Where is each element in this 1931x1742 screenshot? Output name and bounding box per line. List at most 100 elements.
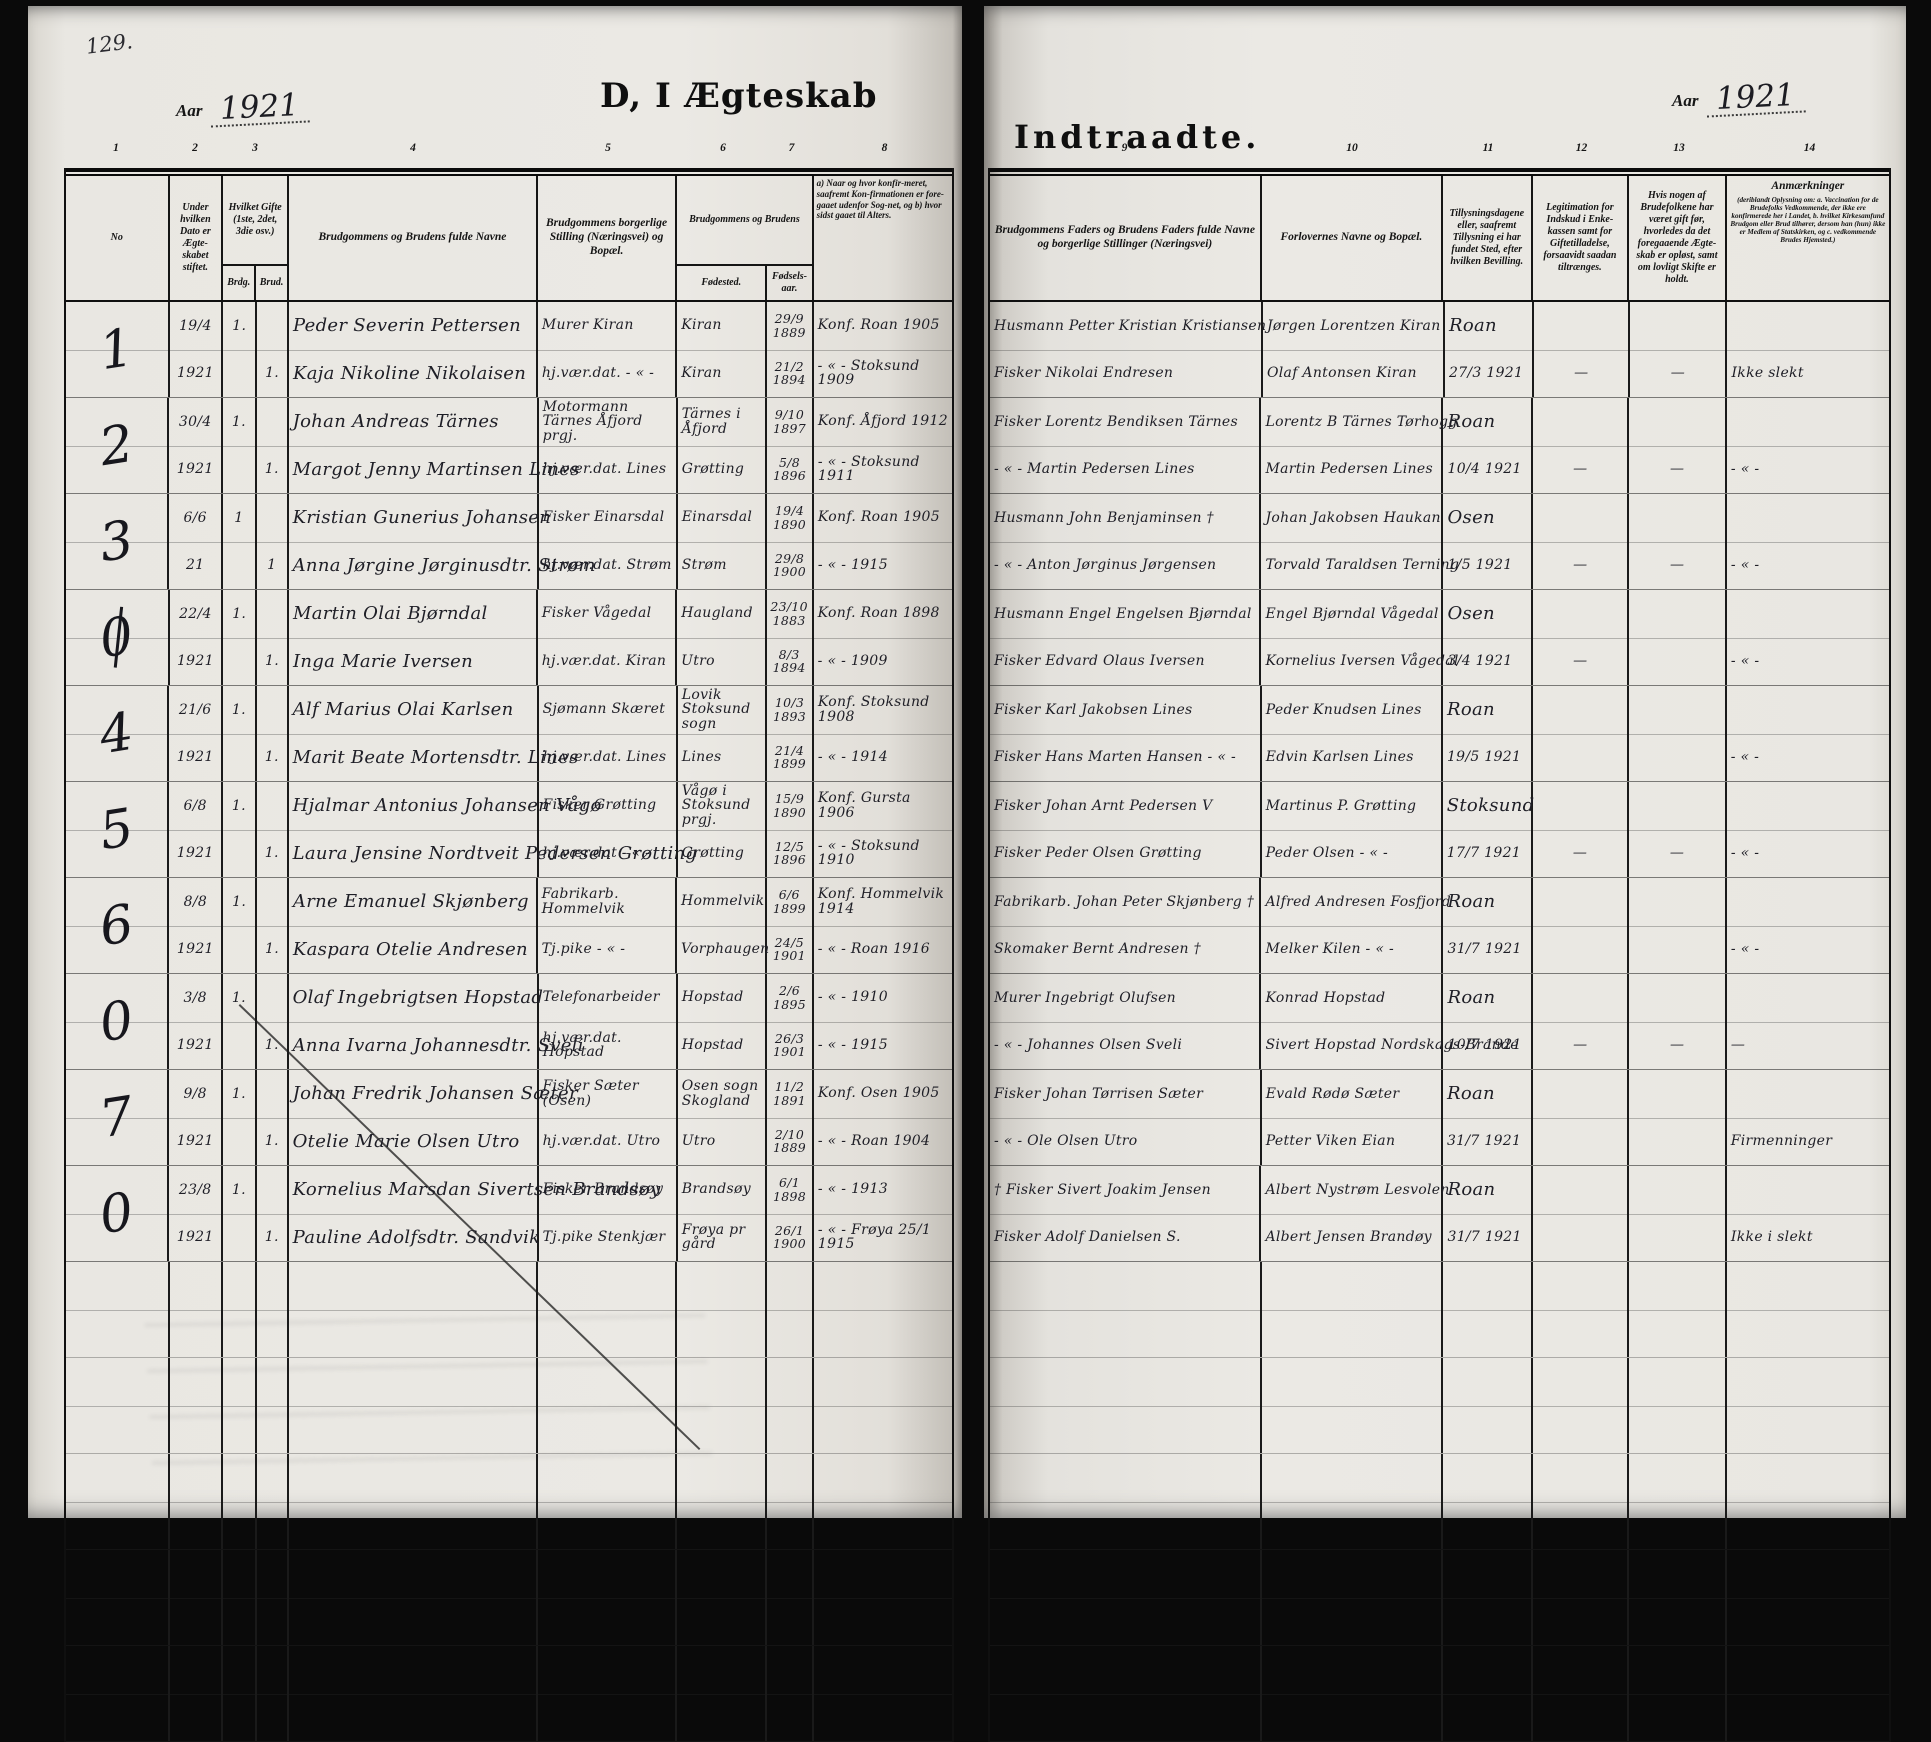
gifte-brdg: 1.: [231, 701, 246, 718]
record-number-cell: 5: [66, 782, 170, 877]
year-handwritten: 1921: [1705, 77, 1807, 118]
marriage-date-cell: [170, 1454, 224, 1549]
bride-name: Margot Jenny Martinsen Lines: [292, 458, 580, 480]
tillysning-cell: Roan 31/7 1921: [1443, 1070, 1533, 1165]
stilling-cell: [538, 1550, 678, 1645]
tillysning-cell: Osen 3/4 1921: [1443, 590, 1533, 685]
legitimation-cell: [1533, 1358, 1630, 1453]
forlover-2: [1262, 1502, 1441, 1550]
konfirmation-cell: - « - 1913 - « - Frøya 25/1 1915: [814, 1166, 952, 1261]
anmerkning-value: [1727, 1310, 1889, 1358]
previous-marriage-cell: [1629, 1550, 1727, 1645]
tillysning-cell: Roan 31/7 1921: [1443, 878, 1533, 973]
fathers-cell: [990, 1358, 1262, 1453]
marriage-date-cell: 9/8 1921: [169, 1070, 224, 1165]
anmerkning-value: [1727, 1502, 1889, 1550]
groom-name: [289, 1454, 536, 1502]
record-number-cell: 4: [66, 686, 170, 781]
fathers-cell: Fisker Johan Tørrisen Sæter - « - Ole Ol…: [990, 1070, 1262, 1165]
anmerkning-value: - « -: [1730, 653, 1760, 670]
marriage-record-row-left: 0 23/8 1921 1. 1. Kornelius Marsdan Sive…: [66, 1166, 952, 1262]
groom-father: [990, 1358, 1260, 1406]
groom-stilling: [538, 1454, 675, 1502]
gifte-brud: [257, 1310, 287, 1358]
previous-marriage-value: [1629, 1406, 1725, 1454]
fodested-cell: Brandsøy Frøya pr gård: [678, 1166, 768, 1261]
names-cell: Hjalmar Antonius Johansen Vågø Laura Jen…: [289, 782, 697, 877]
gifte-brdg-cell: [223, 1646, 258, 1741]
bride-birth-year: 1894: [772, 372, 806, 388]
fathers-cell: [990, 1262, 1262, 1357]
header-names: Brudgommens og Brudens fulde Navne: [289, 176, 538, 300]
column-number: 3: [252, 142, 258, 154]
fathers-cell: Murer Ingebrigt Olufsen - « - Johannes O…: [990, 974, 1262, 1069]
record-number-cell: 3: [66, 494, 170, 589]
bride-birth-year: 1901: [772, 948, 806, 964]
konfirmation-cell: [814, 1358, 952, 1453]
tillysning-place: Roan: [1447, 987, 1496, 1009]
forlover-1: Konrad Hopstad: [1265, 989, 1386, 1006]
marriage-record-row-right: Fisker Johan Arnt Pedersen V Fisker Pede…: [990, 782, 1889, 878]
bride-birth-date: 21/4: [774, 742, 805, 758]
gifte-brdg-cell: 1.: [223, 302, 258, 397]
bride-stilling: hj.vær.dat. Hopstad: [542, 1029, 622, 1061]
bride-father: Fisker Peder Olsen Grøtting: [994, 845, 1202, 862]
fodested-cell: Tärnes i Åfjord Grøtting: [678, 398, 768, 493]
forlover-1: Lorentz B Tärnes Tørhogg: [1265, 413, 1458, 430]
bride-stilling: Tj.pike Stenkjær: [542, 1228, 666, 1245]
groom-birth-year: 1890: [773, 804, 807, 820]
anmerkninger-cell: - « -: [1727, 398, 1889, 493]
gifte-brdg-cell: [223, 1262, 258, 1357]
bride-fodested: [677, 1502, 765, 1550]
gifte-brud: [257, 1694, 287, 1742]
stilling-cell: Fabrikarb. Hommelvik Tj.pike - « -: [538, 878, 677, 973]
groom-birth-date: 29/9: [774, 311, 804, 326]
names-cell: Martin Olai Bjørndal Inga Marie Iversen: [289, 590, 538, 685]
legitimation-value: [1533, 1598, 1628, 1646]
konfirmation-cell: [814, 1550, 952, 1645]
previous-marriage-value: [1629, 1502, 1725, 1550]
previous-marriage-cell: [1629, 1454, 1727, 1549]
gifte-brud: 1.: [265, 653, 280, 670]
previous-marriage-value: [1629, 638, 1724, 686]
bride-birth-year: 1889: [773, 1140, 807, 1156]
marriage-date-cell: [170, 1646, 224, 1741]
groom-father: Husmann Engel Engelsen Bjørndal: [994, 605, 1252, 622]
previous-marriage-cell: [1629, 1358, 1727, 1453]
bride-stilling: hj.vær.dat. Lines: [542, 460, 667, 477]
legitimation-cell: [1533, 1070, 1630, 1165]
previous-marriage-value: —: [1670, 1037, 1685, 1054]
groom-konfirmation: [814, 1358, 952, 1406]
bride-konfirmation: [814, 1406, 952, 1454]
forlovere-cell: Johan Jakobsen Haukan Torvald Taraldsen …: [1261, 494, 1459, 589]
groom-birth-date: 10/3: [774, 695, 805, 710]
gifte-brud-cell: 1.: [257, 974, 289, 1069]
groom-birth-date: 9/10: [774, 407, 805, 422]
marriage-date-day: [170, 1454, 222, 1502]
gifte-brdg: 1: [234, 509, 244, 526]
tillysning-date: [1443, 1502, 1531, 1550]
record-number: 0: [95, 1181, 138, 1246]
bride-birth-year: 1896: [773, 468, 807, 484]
names-cell: Johan Fredrik Johansen Sæter Otelie Mari…: [289, 1070, 578, 1165]
stilling-cell: Sjømann Skæret hj.vær.dat. Lines: [539, 686, 678, 781]
gifte-brdg-cell: [223, 1358, 258, 1453]
previous-marriage-cell: [1629, 1646, 1727, 1741]
anmerkninger-cell: Ikke slekt: [1727, 302, 1889, 397]
bride-fodested: Grøtting: [681, 460, 745, 477]
names-cell: [289, 1454, 538, 1549]
table-header-left: No Under hvilken Dato er Ægte-skabet sti…: [66, 176, 952, 302]
record-number-cell: [66, 1262, 170, 1357]
legitimation-cell: —: [1534, 302, 1631, 397]
anmerkning-value: - « -: [1730, 461, 1760, 478]
bride-name: [289, 1694, 536, 1742]
gifte-brdg: 1.: [232, 893, 247, 910]
tillysning-place: Roan: [1447, 1179, 1496, 1201]
previous-marriage-cell: —: [1629, 782, 1727, 877]
fodselsaar-cell: 6/1 1898 26/1 1900: [767, 1166, 814, 1261]
column-number: 2: [192, 142, 198, 154]
groom-stilling: [538, 1550, 675, 1598]
fodselsaar-cell: 23/10 1883 8/3 1894: [767, 590, 814, 685]
forlovere-cell: Albert Nystrøm Lesvolen Albert Jensen Br…: [1261, 1166, 1449, 1261]
header-birth-group: Brudgommens og Brudens Fødested. Fødsels…: [677, 176, 814, 300]
